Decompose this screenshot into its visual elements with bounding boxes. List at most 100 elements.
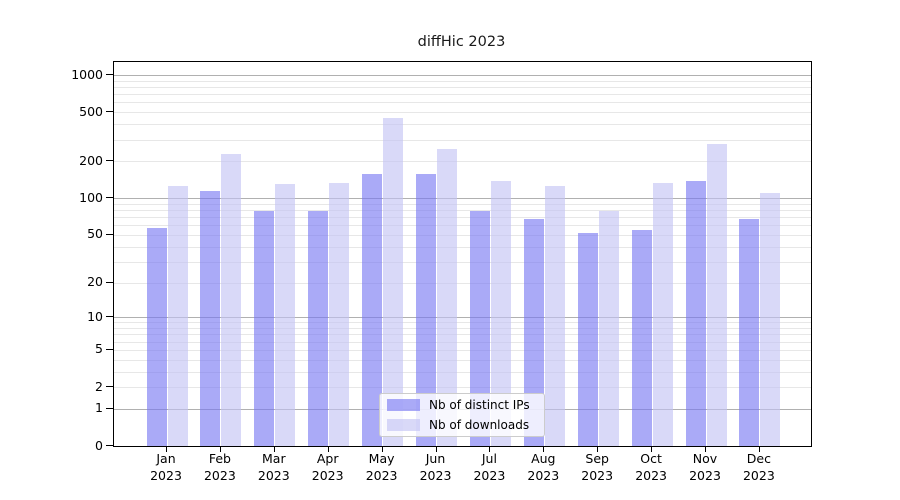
plot-area: Nb of distinct IPs Nb of downloads [113, 61, 812, 447]
bar-mar-distinct-ips [254, 210, 275, 446]
bar-oct-downloads [652, 183, 673, 446]
y-tick-mark [106, 386, 113, 387]
x-tick-label-dec: Dec 2023 [742, 451, 775, 483]
y-tick-label: 1000 [71, 66, 103, 82]
x-tick-label-jul: Jul 2023 [473, 451, 506, 483]
x-tick-label-apr: Apr 2023 [311, 451, 344, 483]
legend-item-distinct-ips: Nb of distinct IPs [387, 397, 537, 414]
y-tick-mark [106, 233, 113, 235]
minor-gridline [114, 387, 811, 388]
x-tick-mark [651, 447, 653, 452]
x-tick-label-mar: Mar 2023 [257, 451, 290, 483]
minor-gridline [114, 94, 811, 96]
x-tick-mark [435, 447, 437, 452]
bar-may-downloads [383, 117, 404, 446]
bar-mar-downloads [275, 184, 296, 446]
y-tick-label: 2 [95, 378, 103, 394]
minor-gridline [114, 328, 811, 329]
legend-label-distinct-ips: Nb of distinct IPs [429, 398, 530, 413]
x-tick-label-nov: Nov 2023 [689, 451, 721, 483]
minor-gridline [114, 246, 811, 248]
minor-gridline [114, 282, 811, 284]
y-tick-mark [106, 74, 113, 75]
bar-feb-downloads [221, 154, 242, 446]
y-tick-label: 200 [79, 152, 103, 168]
bar-apr-downloads [329, 182, 350, 446]
minor-gridline [114, 349, 811, 351]
bar-oct-distinct-ips [631, 229, 652, 446]
minor-gridline [114, 203, 811, 205]
y-tick-mark [106, 407, 113, 409]
minor-gridline [114, 87, 811, 88]
x-tick-mark [597, 447, 599, 452]
x-tick-label-sep: Sep 2023 [581, 451, 614, 483]
minor-gridline [114, 210, 811, 211]
minor-gridline [114, 112, 811, 114]
minor-gridline [114, 139, 811, 141]
legend-swatch-distinct-ips [387, 399, 420, 412]
bar-dec-downloads [760, 192, 781, 446]
x-tick-label-jan: Jan 2023 [150, 451, 182, 483]
legend-label-downloads: Nb of downloads [429, 417, 530, 432]
x-tick-mark [219, 447, 221, 452]
y-tick-mark [106, 316, 113, 318]
bar-aug-distinct-ips [523, 219, 544, 446]
bar-jan-distinct-ips [146, 228, 167, 446]
x-tick-mark [273, 447, 275, 452]
minor-gridline [114, 261, 811, 263]
bar-dec-distinct-ips [739, 219, 760, 446]
x-tick-label-may: May 2023 [365, 451, 398, 483]
y-tick-mark [106, 111, 113, 113]
bar-may-distinct-ips [362, 173, 383, 446]
chart-title: diffHic 2023 [417, 34, 506, 50]
x-tick-label-jun: Jun 2023 [419, 451, 452, 483]
x-tick-mark [381, 447, 383, 452]
minor-gridline [114, 102, 811, 104]
bar-sep-downloads [598, 211, 619, 446]
minor-gridline [114, 80, 811, 82]
x-tick-label-aug: Aug 2023 [527, 451, 560, 483]
major-gridline [114, 198, 811, 200]
bar-jul-downloads [490, 181, 511, 446]
bar-feb-distinct-ips [200, 190, 221, 446]
minor-gridline [114, 124, 811, 126]
bar-jan-downloads [167, 186, 188, 446]
bar-aug-downloads [544, 185, 565, 446]
bar-nov-downloads [706, 143, 727, 446]
y-tick-label: 1 [95, 400, 103, 416]
minor-gridline [114, 217, 811, 219]
major-gridline [114, 75, 811, 76]
y-tick-mark [106, 445, 113, 446]
bar-jul-distinct-ips [469, 210, 490, 446]
minor-gridline [114, 161, 811, 163]
minor-gridline [114, 225, 811, 227]
minor-gridline [114, 341, 811, 343]
y-tick-mark [106, 197, 113, 199]
x-tick-mark [489, 447, 491, 452]
x-tick-label-oct: Oct 2023 [635, 451, 667, 483]
y-tick-mark [106, 281, 113, 283]
bar-jun-distinct-ips [416, 174, 436, 446]
bar-sep-distinct-ips [577, 232, 598, 446]
minor-gridline [114, 371, 811, 373]
y-tick-label: 0 [95, 437, 103, 453]
minor-gridline [114, 234, 811, 236]
bar-apr-distinct-ips [308, 211, 329, 446]
x-tick-mark [543, 447, 545, 452]
y-tick-label: 10 [87, 308, 103, 324]
y-tick-label: 50 [87, 226, 103, 242]
minor-gridline [114, 322, 811, 324]
y-tick-label: 5 [95, 341, 103, 357]
x-tick-mark [758, 447, 760, 452]
bar-jun-downloads [437, 149, 457, 446]
y-tick-mark [106, 348, 113, 350]
bar-nov-distinct-ips [685, 181, 706, 446]
minor-gridline [114, 359, 811, 361]
y-tick-mark [106, 160, 113, 162]
y-tick-label: 100 [79, 189, 103, 205]
minor-gridline [114, 334, 811, 336]
y-tick-label: 500 [79, 103, 103, 119]
y-tick-label: 20 [87, 274, 103, 289]
x-tick-mark [166, 447, 167, 452]
